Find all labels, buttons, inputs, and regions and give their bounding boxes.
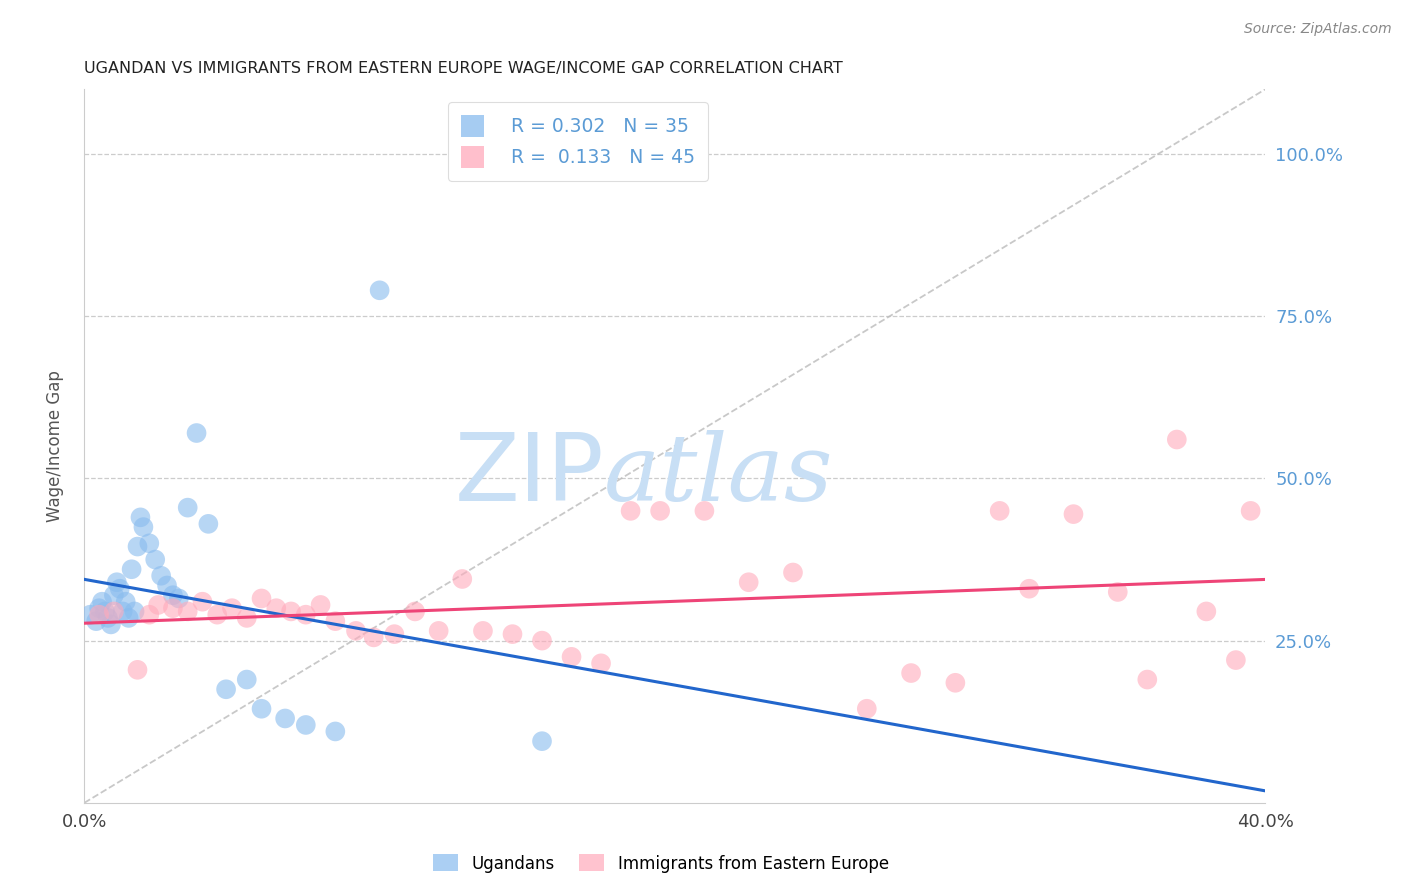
Point bbox=[1018, 582, 1040, 596]
Point bbox=[368, 283, 391, 297]
Point bbox=[207, 607, 229, 622]
Point bbox=[1225, 653, 1247, 667]
Point bbox=[856, 702, 879, 716]
Point bbox=[138, 536, 160, 550]
Point bbox=[250, 702, 273, 716]
Text: ZIP: ZIP bbox=[454, 428, 605, 521]
Point bbox=[427, 624, 450, 638]
Point bbox=[325, 724, 347, 739]
Point bbox=[266, 601, 288, 615]
Point bbox=[132, 520, 155, 534]
Point bbox=[148, 598, 170, 612]
Point bbox=[177, 604, 200, 618]
Point bbox=[162, 588, 184, 602]
Point bbox=[738, 575, 761, 590]
Point bbox=[451, 572, 474, 586]
Point bbox=[501, 627, 523, 641]
Point bbox=[1136, 673, 1159, 687]
Point bbox=[84, 614, 107, 628]
Point bbox=[280, 604, 302, 618]
Legend:   R = 0.302   N = 35,   R =  0.133   N = 45: R = 0.302 N = 35, R = 0.133 N = 45 bbox=[449, 103, 707, 181]
Point bbox=[162, 601, 184, 615]
Point bbox=[91, 595, 114, 609]
Point bbox=[186, 425, 208, 440]
Point bbox=[295, 607, 318, 622]
Point bbox=[221, 601, 243, 615]
Point bbox=[127, 663, 149, 677]
Point bbox=[693, 504, 716, 518]
Point bbox=[105, 575, 128, 590]
Y-axis label: Wage/Income Gap: Wage/Income Gap bbox=[45, 370, 63, 522]
Point bbox=[1166, 433, 1188, 447]
Point bbox=[103, 604, 125, 618]
Point bbox=[124, 604, 146, 618]
Point bbox=[309, 598, 332, 612]
Point bbox=[382, 627, 406, 641]
Point bbox=[191, 595, 214, 609]
Point bbox=[156, 578, 179, 592]
Point bbox=[215, 682, 238, 697]
Point bbox=[97, 611, 120, 625]
Point bbox=[108, 582, 131, 596]
Point bbox=[1240, 504, 1263, 518]
Point bbox=[945, 675, 967, 690]
Point bbox=[87, 601, 111, 615]
Point bbox=[472, 624, 495, 638]
Point bbox=[236, 611, 259, 625]
Text: atlas: atlas bbox=[605, 430, 834, 519]
Point bbox=[100, 617, 122, 632]
Point bbox=[404, 604, 426, 618]
Legend: Ugandans, Immigrants from Eastern Europe: Ugandans, Immigrants from Eastern Europe bbox=[426, 847, 896, 880]
Text: Source: ZipAtlas.com: Source: ZipAtlas.com bbox=[1244, 22, 1392, 37]
Point bbox=[129, 510, 152, 524]
Point bbox=[118, 611, 141, 625]
Point bbox=[1107, 585, 1129, 599]
Point bbox=[531, 633, 554, 648]
Point bbox=[620, 504, 643, 518]
Point bbox=[295, 718, 318, 732]
Point bbox=[591, 657, 613, 671]
Point bbox=[150, 568, 173, 582]
Point bbox=[274, 711, 297, 725]
Point bbox=[900, 666, 922, 681]
Point bbox=[363, 631, 385, 645]
Point bbox=[782, 566, 804, 580]
Point bbox=[79, 607, 101, 622]
Point bbox=[94, 604, 117, 618]
Point bbox=[531, 734, 554, 748]
Point bbox=[197, 516, 219, 531]
Point bbox=[127, 540, 149, 554]
Point bbox=[325, 614, 347, 628]
Point bbox=[87, 607, 111, 622]
Point bbox=[121, 562, 143, 576]
Point bbox=[177, 500, 200, 515]
Point bbox=[111, 604, 134, 618]
Point bbox=[138, 607, 160, 622]
Point bbox=[988, 504, 1011, 518]
Text: UGANDAN VS IMMIGRANTS FROM EASTERN EUROPE WAGE/INCOME GAP CORRELATION CHART: UGANDAN VS IMMIGRANTS FROM EASTERN EUROP… bbox=[84, 61, 844, 76]
Point bbox=[114, 595, 136, 609]
Point bbox=[236, 673, 259, 687]
Point bbox=[103, 588, 125, 602]
Point bbox=[167, 591, 190, 606]
Point bbox=[1063, 507, 1085, 521]
Point bbox=[250, 591, 273, 606]
Point bbox=[1195, 604, 1218, 618]
Point bbox=[561, 649, 583, 664]
Point bbox=[650, 504, 672, 518]
Point bbox=[143, 552, 166, 566]
Point bbox=[344, 624, 367, 638]
